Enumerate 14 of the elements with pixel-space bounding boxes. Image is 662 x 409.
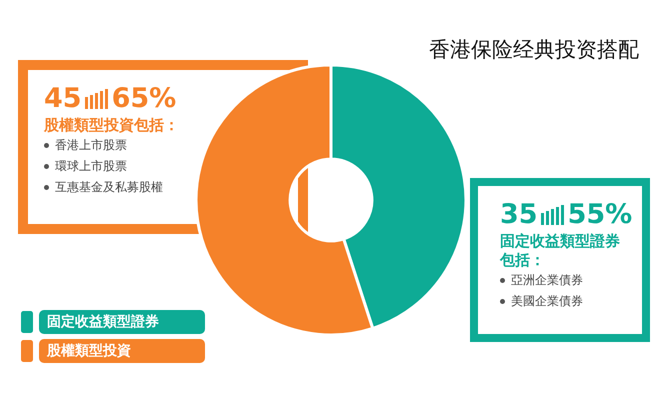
text: 65% [112, 83, 176, 114]
text: 香港保险经典投资搭配 [429, 38, 639, 62]
text: 香港上市股票 [44, 135, 298, 156]
legend-label: 固定收益類型證券 [47, 313, 159, 330]
legend-label: 股權類型投資 [46, 343, 131, 359]
text: 35 [500, 199, 538, 230]
text: 互惠基金及私募股權 [44, 177, 298, 198]
text: 亞洲企業債券 [500, 270, 642, 291]
text: 固定收益類型證券包括： [500, 232, 621, 270]
text: 55% [568, 199, 632, 230]
text: 美國企業債券 [500, 291, 642, 312]
text: 環球上市股票 [44, 156, 298, 177]
text: 股權類型投資包括： [44, 116, 180, 135]
text: 45 [44, 83, 82, 114]
